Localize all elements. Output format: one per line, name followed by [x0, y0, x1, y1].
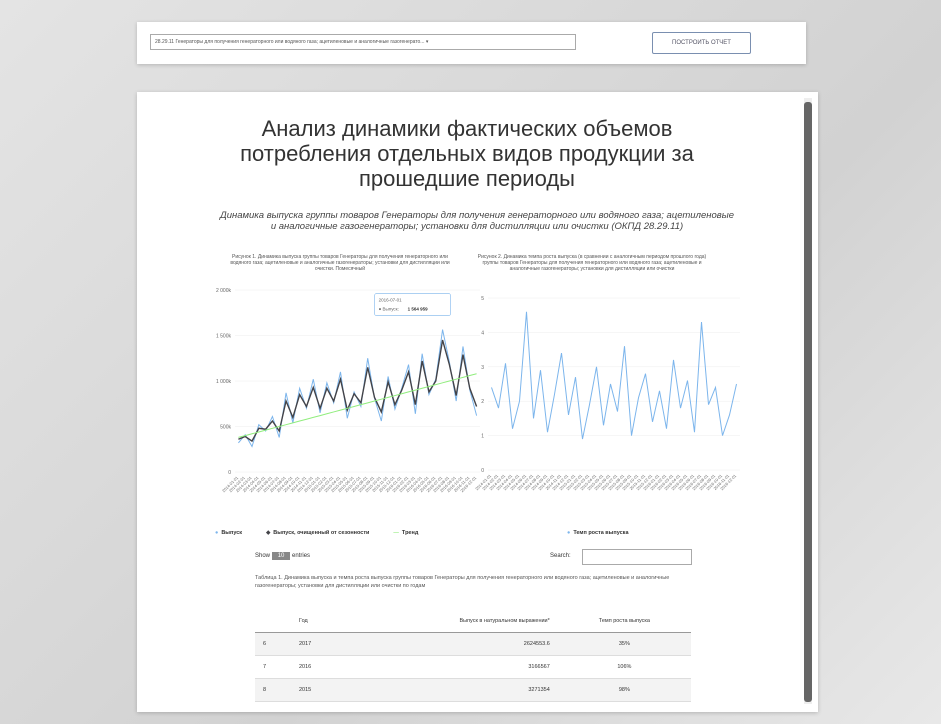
- legend-item: ◆ Выпуск, очищенный от сезонности: [266, 530, 381, 536]
- table-cell: 2015: [291, 678, 347, 702]
- series-line: [491, 311, 737, 440]
- figure-caption: Рисунок 2. Динамика темпа роста выпуска …: [477, 254, 707, 272]
- table-cell: 6: [255, 632, 291, 656]
- search-label: Search:: [550, 553, 571, 559]
- report-panel: Анализ динамики фактических объемов потр…: [137, 92, 818, 712]
- col-header[interactable]: Год: [291, 610, 347, 633]
- legend-marker: ●: [215, 530, 219, 536]
- y-tick-label: 2 000k: [216, 288, 232, 294]
- table-row: 7 2016 3166567 106%: [255, 655, 691, 679]
- search-input[interactable]: [582, 549, 692, 565]
- tooltip-box: [374, 293, 451, 316]
- entries-label: entries: [292, 553, 311, 559]
- legend: ● Выпуск ◆ Выпуск, очищенный от сезонности —…: [215, 530, 442, 536]
- table-row: 6 2017 2624553.6 35%: [255, 632, 691, 656]
- col-header[interactable]: Выпуск в натуральном выражении*: [347, 610, 558, 633]
- show-label: Show: [255, 553, 271, 559]
- y-tick-label: 500k: [220, 425, 231, 431]
- build-report-button[interactable]: ПОСТРОИТЬ ОТЧЕТ: [652, 32, 751, 54]
- y-tick-label: 4: [481, 330, 484, 336]
- table-cell: 3166567: [347, 655, 558, 679]
- report-subtitle: Динамика выпуска группы товаров Генерато…: [220, 210, 734, 232]
- y-tick-label: 0: [228, 470, 231, 476]
- legend-item: — Тренд: [393, 530, 430, 536]
- length-select[interactable]: 10: [271, 552, 291, 560]
- legend-marker: ◆: [266, 530, 271, 536]
- y-tick-label: 0: [481, 468, 484, 474]
- select-text: 28.29.11 Генераторы для получения генера…: [155, 39, 425, 45]
- scroll-thumb[interactable]: [804, 102, 812, 702]
- series-line: [238, 373, 477, 438]
- y-tick-label: 1 500k: [216, 334, 232, 340]
- table-cell: 2017: [291, 632, 347, 656]
- legend-marker: ●: [567, 530, 571, 536]
- legend-marker: —: [393, 530, 399, 536]
- legend-label: Тренд: [401, 530, 419, 536]
- series-line: [238, 339, 478, 443]
- top-bar: 28.29.11 Генераторы для получения генера…: [137, 22, 806, 64]
- table-cell: 35%: [557, 632, 691, 656]
- table-cell: 98%: [557, 678, 691, 702]
- y-tick-label: 3: [481, 365, 484, 371]
- y-tick-label: 2: [481, 399, 484, 405]
- table-cell: 2016: [291, 655, 347, 679]
- table-cell: 7: [255, 655, 291, 679]
- table-cell: 106%: [557, 655, 691, 679]
- legend-item: ● Темп роста выпуска: [567, 530, 641, 536]
- tooltip-text: ● Выпуск:: [379, 307, 399, 312]
- scrollbar[interactable]: [804, 98, 812, 704]
- legend-label: Темп роста выпуска: [573, 530, 629, 536]
- tooltip-date: 2016-07-01: [379, 298, 403, 303]
- legend-item: ● Выпуск: [215, 530, 254, 536]
- tooltip-value: 1 564 959: [408, 307, 429, 312]
- table-row: 8 2015 3271354 98%: [255, 678, 691, 702]
- legend-label: Выпуск, очищенный от сезонности: [273, 530, 370, 536]
- y-tick-label: 5: [481, 296, 484, 302]
- report-title: Анализ динамики фактических объемов потр…: [240, 116, 694, 191]
- table-cell: 2624553.6: [347, 632, 558, 656]
- product-select[interactable]: 28.29.11 Генераторы для получения генера…: [150, 34, 576, 50]
- table-cell: 8: [255, 678, 291, 702]
- col-header[interactable]: Темп роста выпуска: [557, 610, 691, 633]
- length-control: Show 10 entries: [255, 552, 311, 560]
- figure-caption: Рисунок 1. Динамика выпуска группы товар…: [230, 254, 450, 272]
- y-tick-label: 1: [481, 434, 484, 440]
- y-tick-label: 1 000k: [216, 379, 232, 385]
- legend-label: Выпуск: [221, 530, 243, 536]
- table-caption: Таблица 1. Динамика выпуска и темпа рост…: [255, 575, 670, 589]
- col-header[interactable]: [255, 610, 291, 633]
- legend: ● Темп роста выпуска: [567, 530, 653, 536]
- table-cell: 3271354: [347, 678, 558, 702]
- data-table: Год Выпуск в натуральном выражении* Темп…: [255, 610, 691, 702]
